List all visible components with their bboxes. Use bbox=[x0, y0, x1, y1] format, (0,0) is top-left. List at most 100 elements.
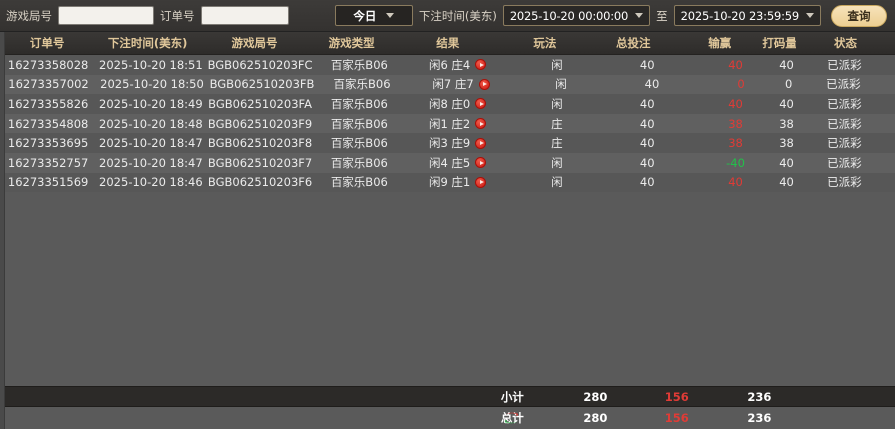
cell-time: 2025-10-20 18:50 bbox=[100, 77, 204, 92]
cell-type: 百家乐B06 bbox=[330, 175, 388, 190]
subtotal-turnover: 236 bbox=[747, 389, 772, 404]
chevron-down-icon bbox=[386, 13, 395, 18]
subtotal-label: 小计 bbox=[500, 389, 524, 404]
cell-turnover: 38 bbox=[779, 136, 794, 151]
query-button[interactable]: 查询 bbox=[831, 4, 887, 27]
cell-order: 16273358028 bbox=[7, 57, 89, 72]
date-to-input[interactable]: 2025-10-20 23:59:59 bbox=[673, 5, 821, 26]
cell-status: 已派彩 bbox=[827, 136, 862, 151]
cell-result: 闲1 庄2 bbox=[404, 116, 511, 132]
table-row[interactable]: 16273354808 2025-10-20 18:48 BGB062510203F… bbox=[0, 113, 895, 134]
play-replay-icon[interactable] bbox=[475, 137, 487, 149]
cell-game: BGB062510203F9 bbox=[207, 116, 313, 131]
cell-play: 闲 bbox=[551, 57, 563, 72]
column-header-result[interactable]: 结果 bbox=[436, 36, 460, 50]
date-to-value: 2025-10-20 23:59:59 bbox=[680, 8, 800, 23]
cell-status: 已派彩 bbox=[827, 155, 862, 170]
table-row[interactable]: 16273358028 2025-10-20 18:51 BGB062510203F… bbox=[0, 55, 895, 75]
cell-bet: 40 bbox=[639, 136, 655, 151]
column-header-bet[interactable]: 总投注 bbox=[616, 36, 651, 50]
cell-status: 已派彩 bbox=[827, 116, 862, 131]
cell-order: 16273352757 bbox=[7, 155, 89, 170]
result-content: 闲3 庄9 bbox=[404, 135, 511, 151]
table-body[interactable]: 16273358028 2025-10-20 18:51 BGB062510203F… bbox=[0, 55, 895, 386]
column-header-time[interactable]: 下注时间(美东) bbox=[107, 36, 188, 50]
cell-turnover: 40 bbox=[779, 96, 794, 111]
cell-bet: 40 bbox=[639, 116, 655, 131]
cell-turnover: 40 bbox=[779, 57, 794, 72]
date-range-separator: 至 bbox=[656, 8, 668, 23]
cell-turnover: 40 bbox=[779, 175, 794, 190]
result-text: 闲9 庄1 bbox=[428, 175, 471, 190]
cell-play: 闲 bbox=[551, 175, 563, 190]
play-replay-icon[interactable] bbox=[478, 78, 490, 90]
column-header-order[interactable]: 订单号 bbox=[29, 36, 65, 50]
cell-result: 闲3 庄9 bbox=[404, 135, 511, 151]
play-replay-icon[interactable] bbox=[475, 98, 487, 110]
total-row: 总计 280 156 236 bbox=[0, 407, 895, 429]
cell-bet: 40 bbox=[639, 175, 655, 190]
cell-play: 闲 bbox=[551, 155, 563, 170]
cell-time: 2025-10-20 18:51 bbox=[99, 57, 203, 72]
play-replay-icon[interactable] bbox=[475, 118, 487, 130]
cell-play: 庄 bbox=[551, 116, 563, 131]
column-header-game[interactable]: 游戏局号 bbox=[231, 36, 278, 50]
cell-result: 闲7 庄7 bbox=[407, 76, 515, 92]
column-header-play[interactable]: 玩法 bbox=[533, 36, 557, 50]
result-text: 闲3 庄9 bbox=[428, 136, 471, 151]
subtotal-winloss: 156 bbox=[664, 389, 689, 404]
cell-game: BGB062510203F6 bbox=[207, 175, 313, 190]
date-from-input[interactable]: 2025-10-20 00:00:00 bbox=[502, 5, 651, 26]
order-no-label: 订单号 bbox=[160, 8, 195, 23]
cell-time: 2025-10-20 18:48 bbox=[99, 116, 203, 131]
cell-play: 庄 bbox=[551, 136, 563, 151]
total-turnover: 236 bbox=[747, 411, 772, 425]
cell-status: 已派彩 bbox=[826, 77, 861, 92]
play-replay-icon[interactable] bbox=[475, 59, 487, 71]
column-header-status[interactable]: 状态 bbox=[833, 36, 857, 50]
cell-type: 百家乐B06 bbox=[333, 77, 391, 92]
cell-result: 闲6 庄4 bbox=[404, 57, 511, 73]
table-row[interactable]: 16273351569 2025-10-20 18:46 BGB062510203F… bbox=[0, 172, 895, 193]
order-no-input[interactable] bbox=[200, 6, 289, 25]
cell-bet: 40 bbox=[639, 155, 655, 170]
column-header-winloss[interactable]: 输赢 bbox=[708, 36, 732, 50]
table-row[interactable]: 16273355826 2025-10-20 18:49 BGB062510203F… bbox=[0, 94, 895, 114]
period-select-value: 今日 bbox=[353, 8, 377, 23]
cell-status: 已派彩 bbox=[827, 57, 862, 72]
swap-arrows-icon[interactable] bbox=[504, 412, 519, 425]
cell-order: 16273354808 bbox=[7, 116, 89, 131]
period-select[interactable]: 今日 bbox=[334, 5, 413, 26]
cell-winloss: -40 bbox=[726, 155, 745, 170]
chevron-down-icon bbox=[806, 13, 814, 18]
chevron-down-icon bbox=[635, 13, 644, 18]
column-header-type[interactable]: 游戏类型 bbox=[328, 36, 375, 50]
cell-winloss: 38 bbox=[728, 136, 743, 151]
cell-status: 已派彩 bbox=[827, 175, 862, 190]
play-replay-icon[interactable] bbox=[475, 176, 487, 188]
total-winloss: 156 bbox=[664, 411, 689, 425]
cell-type: 百家乐B06 bbox=[330, 57, 388, 72]
cell-turnover: 0 bbox=[785, 77, 793, 92]
table-row[interactable]: 16273353695 2025-10-20 18:47 BGB062510203F… bbox=[0, 133, 895, 153]
subtotal-bet: 280 bbox=[583, 389, 608, 404]
cell-winloss: 38 bbox=[728, 116, 743, 131]
table-row[interactable]: 16273357002 2025-10-20 18:50 BGB062510203F… bbox=[0, 74, 895, 95]
cell-result: 闲4 庄5 bbox=[404, 155, 511, 171]
play-replay-icon[interactable] bbox=[475, 157, 487, 169]
column-header-turnover[interactable]: 打码量 bbox=[762, 36, 796, 50]
result-text: 闲7 庄7 bbox=[432, 77, 474, 92]
bet-history-table: 订单号 下注时间(美东) 游戏局号 游戏类型 结果 玩法 总投注 输赢 打码量 状态 162733… bbox=[0, 32, 895, 429]
result-content: 闲1 庄2 bbox=[404, 116, 511, 132]
cell-turnover: 40 bbox=[779, 155, 794, 170]
cell-winloss: 0 bbox=[737, 77, 745, 92]
cell-order: 16273355826 bbox=[7, 96, 89, 111]
game-round-input[interactable] bbox=[58, 6, 154, 25]
cell-status: 已派彩 bbox=[827, 96, 862, 111]
result-content: 闲8 庄0 bbox=[404, 96, 511, 112]
cell-type: 百家乐B06 bbox=[330, 96, 388, 111]
total-label-cell: 总计 bbox=[470, 410, 554, 426]
table-row[interactable]: 16273352757 2025-10-20 18:47 BGB062510203F… bbox=[0, 152, 895, 173]
cell-game: BGB062510203FC bbox=[207, 57, 313, 72]
